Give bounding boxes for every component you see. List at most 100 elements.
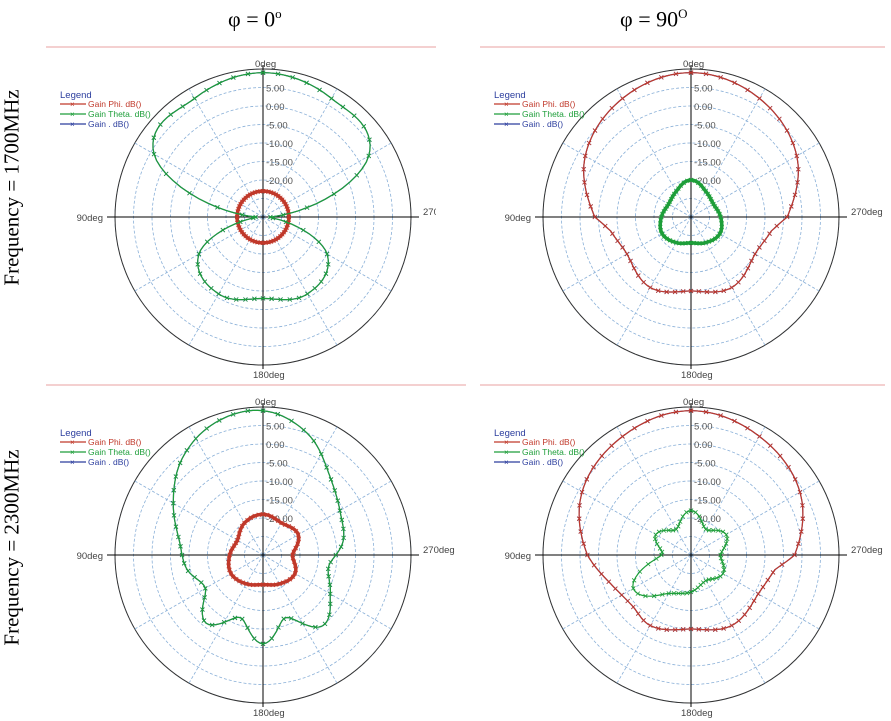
data-point-marker (659, 75, 664, 80)
series-red (576, 408, 806, 633)
data-point-marker (361, 124, 367, 129)
data-point-marker (250, 582, 256, 588)
angle-label-180deg: 180deg (253, 708, 285, 718)
data-point-marker (284, 225, 289, 230)
data-point-marker (333, 552, 339, 558)
data-point-marker (704, 289, 710, 295)
data-point-marker (335, 498, 340, 504)
data-point-marker (668, 196, 674, 202)
data-point-marker (680, 627, 686, 632)
radial-tick-label: 0.00 (266, 440, 285, 451)
data-point-marker (244, 581, 249, 587)
data-point-marker (714, 206, 719, 211)
data-point-marker (313, 624, 318, 630)
data-point-marker (719, 224, 725, 230)
polar-chart-phi90-1700: 5.00 0.00 -5.00 -10.00 -15.00 -20.00 0deg 90deg… (480, 46, 885, 380)
data-point-marker (181, 561, 187, 566)
data-point-marker (745, 425, 750, 431)
legend-title: Legend (60, 90, 92, 101)
data-point-marker (584, 477, 590, 482)
data-point-marker (706, 528, 712, 533)
data-point-marker (777, 116, 782, 122)
angle-label-90deg: 90deg (77, 551, 103, 562)
data-point-marker (641, 279, 646, 285)
data-point-marker (581, 541, 586, 546)
data-point-marker (323, 271, 329, 276)
data-point-marker (296, 295, 302, 301)
data-point-marker (264, 512, 270, 518)
data-point-marker (701, 524, 707, 529)
data-point-marker (703, 71, 709, 77)
data-point-marker (290, 525, 295, 531)
data-point-marker (661, 528, 667, 533)
angle-label-180deg: 180deg (681, 708, 713, 718)
radial-tick-label: 5.00 (266, 84, 285, 95)
legend-marker: × (70, 458, 75, 467)
data-point-marker (273, 237, 279, 242)
data-point-marker (283, 219, 289, 225)
data-point-marker (666, 528, 672, 533)
data-point-marker (221, 620, 227, 625)
data-point-marker (777, 453, 783, 459)
legend-marker: × (504, 110, 509, 119)
data-point-marker (657, 546, 663, 551)
data-point-marker (673, 189, 679, 194)
data-point-marker (284, 204, 289, 209)
data-point-marker (654, 556, 659, 561)
data-point-marker (736, 618, 742, 623)
data-point-marker (171, 487, 177, 493)
data-point-marker (322, 621, 328, 627)
radial-tick-label: -20.00 (694, 176, 721, 187)
data-point-marker (677, 519, 683, 524)
data-point-marker (170, 500, 176, 506)
data-point-marker (576, 516, 582, 521)
data-point-marker (721, 626, 726, 631)
data-point-marker (792, 552, 797, 558)
data-point-marker (236, 206, 241, 212)
data-point-marker (672, 289, 678, 295)
data-point-marker (592, 128, 598, 133)
data-point-marker (641, 618, 646, 623)
radial-tick-label: -15.00 (694, 496, 721, 507)
data-point-marker (742, 612, 747, 617)
data-point-marker (676, 186, 681, 191)
data-point-marker (180, 104, 185, 109)
data-point-marker (712, 627, 718, 632)
data-point-marker (185, 568, 191, 574)
data-point-marker (767, 231, 772, 236)
data-point-marker (203, 586, 208, 591)
data-point-marker (720, 529, 726, 535)
data-point-marker (747, 605, 752, 611)
data-point-marker (260, 641, 266, 647)
data-point-marker (732, 80, 737, 86)
series-green (151, 70, 372, 302)
grid-spoke (616, 88, 692, 218)
data-point-marker (171, 513, 177, 518)
data-point-marker (295, 532, 301, 537)
data-point-marker (227, 552, 232, 558)
data-point-marker (201, 618, 207, 623)
data-point-marker (226, 560, 231, 565)
legend-marker: × (70, 438, 75, 447)
radial-tick-label: -15.00 (266, 158, 293, 169)
data-point-marker (774, 223, 780, 229)
legend: Legend× Gain Phi. dB()× Gain Theta. dB()× G… (494, 90, 585, 129)
data-point-marker (652, 536, 658, 542)
data-point-marker (273, 582, 279, 587)
radial-tick-label: 5.00 (694, 422, 713, 433)
data-point-marker (238, 527, 243, 533)
data-point-marker (692, 178, 698, 184)
data-point-marker (680, 514, 686, 519)
legend-marker: × (504, 100, 509, 109)
data-point-marker (312, 285, 318, 291)
data-point-marker (277, 581, 282, 587)
radial-tick-label: -10.00 (266, 477, 293, 488)
data-point-marker (327, 612, 332, 618)
column-title-phi-90: φ = 90O (620, 6, 688, 32)
data-point-marker (721, 288, 727, 293)
grid-spoke (262, 554, 392, 630)
data-point-marker (684, 178, 690, 184)
data-point-marker (706, 239, 712, 244)
data-point-marker (245, 625, 250, 631)
data-point-marker (339, 517, 345, 523)
